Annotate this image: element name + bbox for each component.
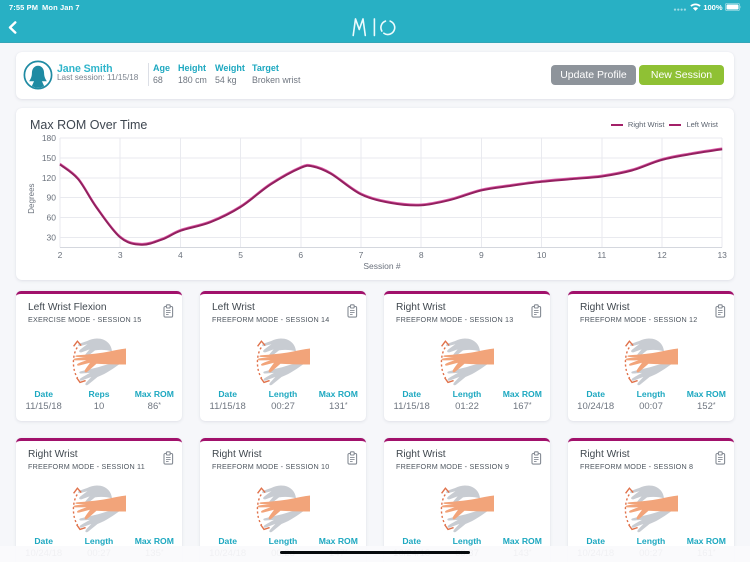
svg-text:11: 11 <box>597 250 606 260</box>
svg-text:9: 9 <box>479 250 484 260</box>
svg-text:5: 5 <box>238 250 243 260</box>
svg-text:10: 10 <box>537 250 547 260</box>
svg-text:Session #: Session # <box>363 261 401 271</box>
svg-text:150: 150 <box>42 153 56 163</box>
svg-text:7: 7 <box>359 250 364 260</box>
svg-text:8: 8 <box>419 250 424 260</box>
svg-text:120: 120 <box>42 173 56 183</box>
svg-text:6: 6 <box>298 250 303 260</box>
svg-text:90: 90 <box>47 193 57 203</box>
svg-text:3: 3 <box>118 250 123 260</box>
svg-text:180: 180 <box>42 133 56 143</box>
svg-text:2: 2 <box>58 250 63 260</box>
svg-text:4: 4 <box>178 250 183 260</box>
svg-text:12: 12 <box>657 250 667 260</box>
svg-text:60: 60 <box>47 213 57 223</box>
svg-text:Degrees: Degrees <box>27 183 36 213</box>
svg-text:13: 13 <box>717 250 727 260</box>
svg-text:30: 30 <box>47 233 57 243</box>
